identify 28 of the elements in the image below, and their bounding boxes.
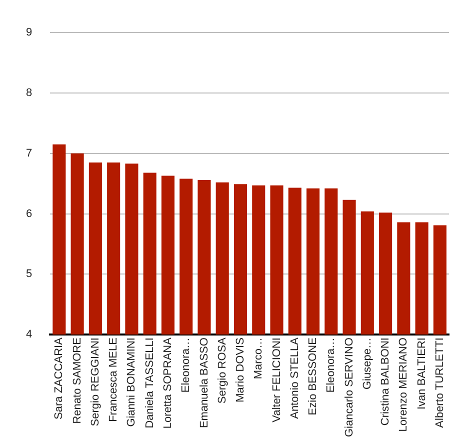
x-tick-label: Gianni BONAMINI <box>126 338 138 427</box>
x-tick-label: Ezio BESSONE <box>307 338 320 416</box>
y-tick-label: 9 <box>26 26 32 39</box>
x-tick-label: Sergio REGGIANI <box>89 338 102 426</box>
x-tick-label: Valter FELICIONI <box>270 338 283 422</box>
x-tick-label: Ivan BALTIERI <box>416 338 428 410</box>
x-tick-label: Emanuela BASSO <box>198 337 210 428</box>
x-tick-label: Lorenzo MERIANO <box>398 337 410 432</box>
y-tick-label: 7 <box>26 147 32 160</box>
x-tick-label: Giusepe… <box>361 338 374 390</box>
x-tick-label: Giancarlo SERVINO <box>343 337 356 438</box>
x-tick-label: Cristina BALBONI <box>380 338 392 426</box>
x-tick-label: Eleonora… <box>180 338 192 393</box>
x-tick-label: Francesca MELE <box>108 338 120 422</box>
x-tick-label: Loretta SOPRANA <box>162 336 174 429</box>
x-tick-label: Alberto TURLETTI <box>434 338 446 428</box>
y-tick-label: 4 <box>26 328 32 341</box>
x-tick-label: Sara ZACCARIA <box>53 336 66 420</box>
x-tick-label: Antonio STELLA <box>288 336 301 419</box>
y-tick-label: 6 <box>26 208 32 220</box>
x-tick-label: Daniela TASSELLI <box>144 338 156 428</box>
x-tick-label: Mario DOVIS <box>234 338 247 402</box>
y-tick-label: 8 <box>26 87 32 100</box>
y-tick-label: 5 <box>26 268 32 280</box>
x-tick-label: Marco… <box>252 338 265 380</box>
x-tick-label: Sergio ROSA <box>216 336 228 404</box>
x-tick-label: Eleonora… <box>325 338 338 393</box>
x-tick-label: Renato SAMORE <box>71 338 84 424</box>
